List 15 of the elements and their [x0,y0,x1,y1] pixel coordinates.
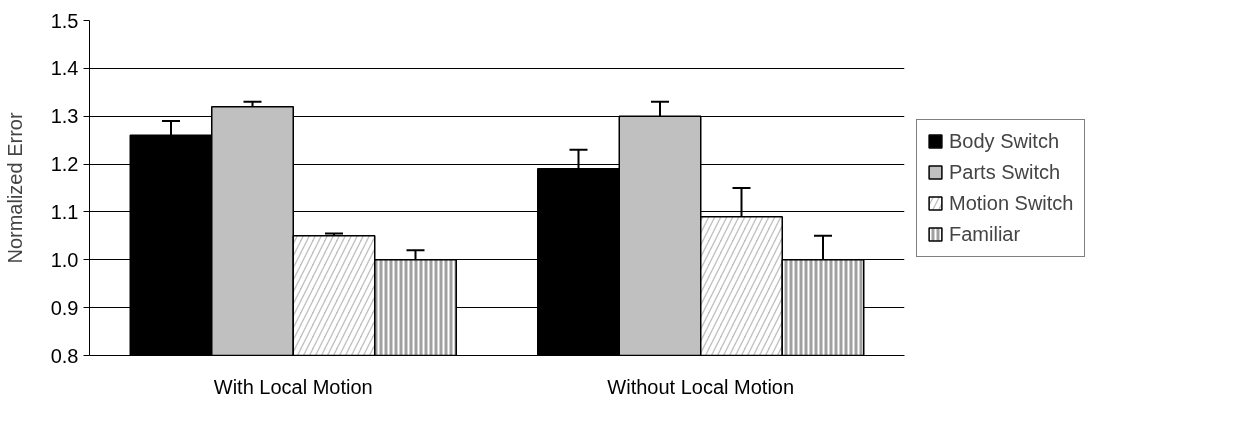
legend-label: Body Switch [949,129,1060,153]
y-tick-label: 1.0 [50,248,79,271]
y-tick-label: 0.8 [50,344,79,367]
y-tick-label: 1.5 [50,9,79,32]
y-tick-label: 1.3 [50,105,79,128]
y-tick-label: 0.9 [50,296,79,319]
x-tick-label: With Local Motion [213,375,373,398]
y-axis-title: Normalized Error [3,112,26,264]
legend-label: Familiar [949,222,1021,246]
y-tick-label: 1.2 [50,153,79,176]
legend-label: Parts Switch [949,160,1061,184]
y-tick-label: 1.1 [50,200,79,223]
legend-label: Motion Switch [949,191,1074,215]
x-tick-label: Without Local Motion [607,375,795,398]
y-tick-label: 1.4 [50,57,79,80]
